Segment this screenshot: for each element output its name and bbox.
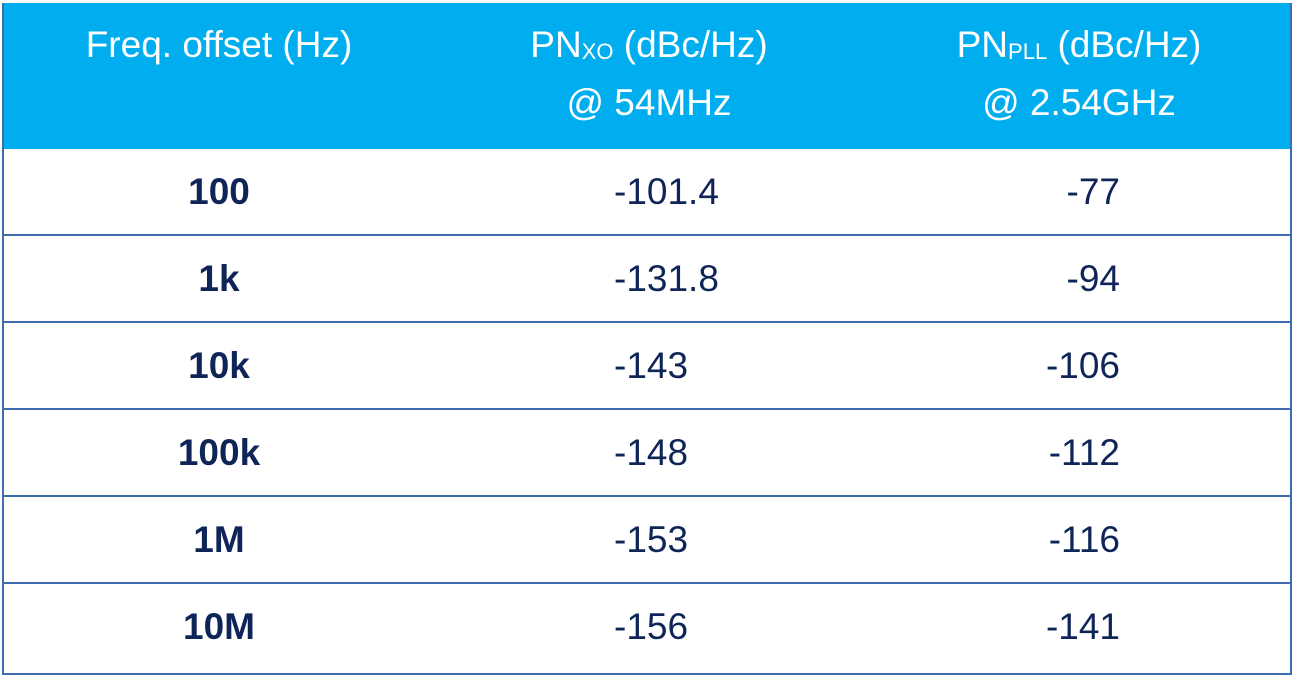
freq-offset-cell: 100k <box>177 432 261 473</box>
header-pn-xo: PNXO (dBc/Hz) @ 54MHz <box>530 24 768 123</box>
pn-pll-cell: -77 <box>1066 171 1120 212</box>
freq-offset-cell: 10k <box>188 345 250 386</box>
pn-xo-cell: -156 <box>614 606 689 647</box>
pn-pll-cell: -94 <box>1066 258 1120 299</box>
pn-xo-cell: -143 <box>614 345 689 386</box>
phase-noise-table: Freq. offset (Hz) PNXO (dBc/Hz) @ 54MHz … <box>2 3 1292 675</box>
freq-offset-cell: 1M <box>193 519 245 560</box>
table-row: 10M -156 -141 <box>4 584 1290 671</box>
table-header: Freq. offset (Hz) PNXO (dBc/Hz) @ 54MHz … <box>4 3 1290 149</box>
table-row: 10k -143 -106 <box>4 323 1290 410</box>
pn-xo-cell: -101.4 <box>614 171 719 212</box>
freq-offset-cell: 100 <box>188 171 250 212</box>
pn-pll-cell: -141 <box>1045 606 1120 647</box>
freq-offset-cell: 10M <box>183 606 255 647</box>
table-row: 100k -148 -112 <box>4 410 1290 497</box>
pn-xo-cell: -131.8 <box>614 258 719 299</box>
header-freq-offset: Freq. offset (Hz) <box>85 24 353 65</box>
pn-pll-cell: -106 <box>1045 345 1120 386</box>
table-row: 1M -153 -116 <box>4 497 1290 584</box>
pn-xo-cell: -148 <box>614 432 689 473</box>
header-pn-pll: PNPLL (dBc/Hz) @ 2.54GHz <box>956 24 1202 123</box>
pn-pll-cell: -116 <box>1048 519 1120 560</box>
pn-pll-cell: -112 <box>1048 432 1120 473</box>
table-row: 1k -131.8 -94 <box>4 236 1290 323</box>
freq-offset-cell: 1k <box>198 258 240 299</box>
pn-xo-cell: -153 <box>614 519 689 560</box>
table-row: 100 -101.4 -77 <box>4 149 1290 236</box>
